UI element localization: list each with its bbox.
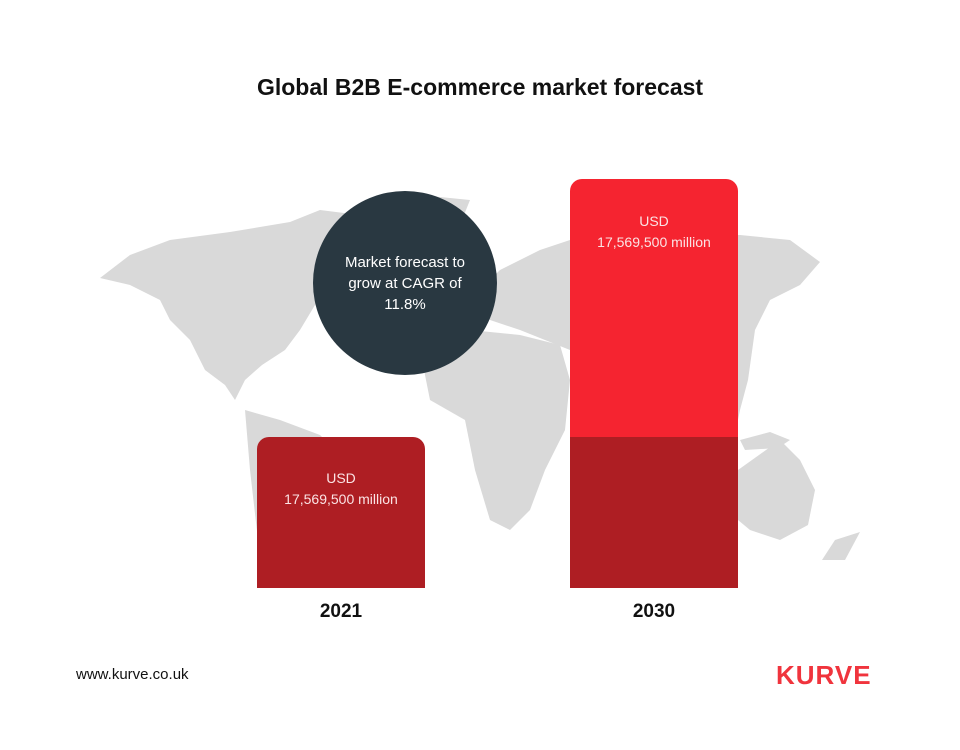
bar-2021-label: USD 17,569,500 million — [257, 468, 425, 510]
kurve-logo: KURVE — [776, 660, 872, 690]
bar-2030-amount: 17,569,500 million — [597, 234, 711, 250]
map-new-zealand — [822, 532, 860, 560]
bar-2030: USD 17,569,500 million — [570, 179, 738, 588]
bar-2030-label: USD 17,569,500 million — [570, 211, 738, 253]
x-tick-2030: 2030 — [632, 601, 676, 622]
bar-2021: USD 17,569,500 million — [257, 437, 425, 588]
map-australia — [738, 440, 815, 540]
cagr-annotation-text: Market forecast to grow at CAGR of 11.8% — [344, 253, 466, 313]
bar-2030-base-segment — [570, 437, 738, 588]
chart-title: Global B2B E-commerce market forecast — [256, 74, 704, 100]
bar-2021-currency: USD — [326, 470, 356, 486]
map-se-asia-islands — [740, 432, 790, 450]
x-tick-2021: 2021 — [319, 601, 363, 622]
cagr-annotation-circle: Market forecast to grow at CAGR of 11.8% — [313, 191, 497, 375]
map-north-america — [100, 210, 360, 400]
website-url[interactable]: www.kurve.co.uk — [76, 666, 189, 683]
bar-2021-amount: 17,569,500 million — [284, 491, 398, 507]
bar-2030-currency: USD — [639, 213, 669, 229]
map-africa — [420, 330, 570, 530]
